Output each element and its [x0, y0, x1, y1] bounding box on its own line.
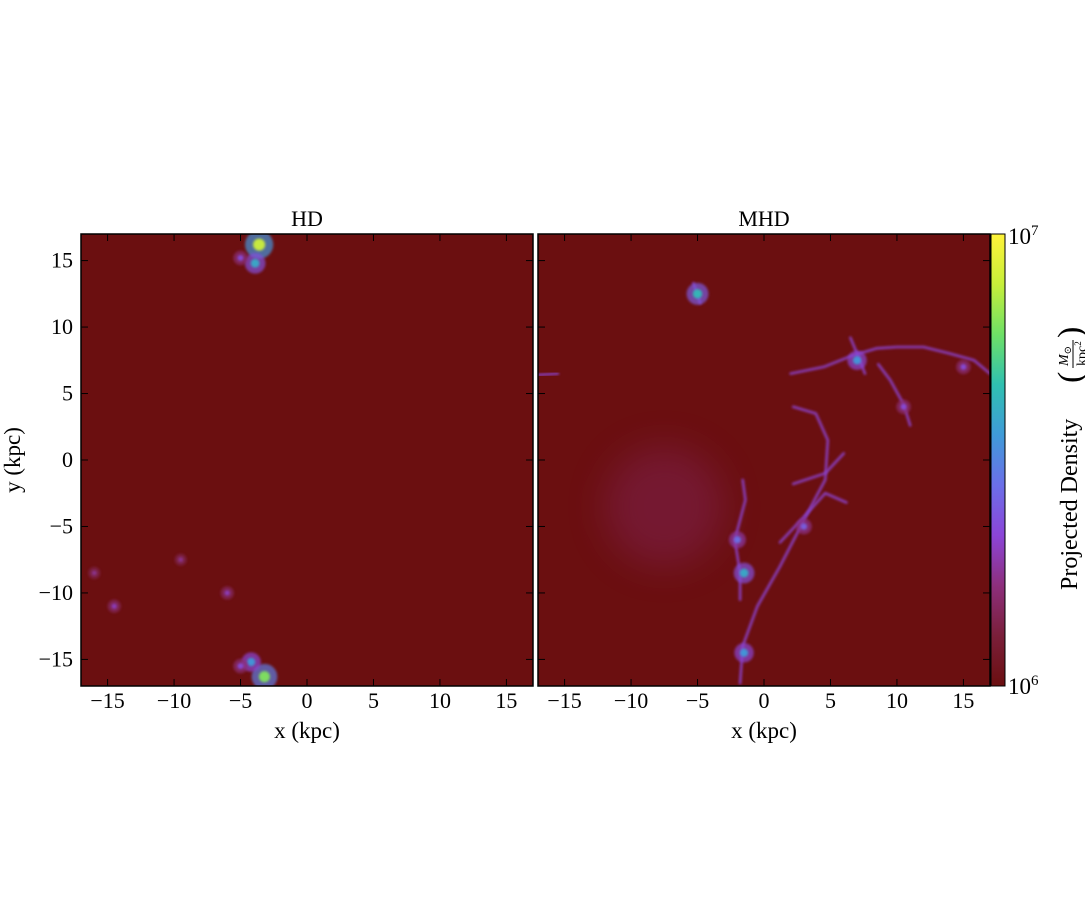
x-tick-label: −10	[614, 688, 648, 713]
y-axis-label: y (kpc)	[0, 427, 25, 493]
panel-mhd: MHD −15 −10 −5 0 5 10 15 x (kpc)	[537, 206, 991, 743]
colorbar-tick-max: 107	[1008, 223, 1039, 249]
y-tick-label: −10	[39, 580, 73, 605]
density-clump	[111, 603, 118, 610]
density-clump	[960, 363, 967, 371]
gas-filament	[778, 491, 848, 544]
gas-filament	[720, 214, 727, 231]
density-clump	[237, 254, 244, 262]
colorbar-unit-denominator: kpc2	[1073, 341, 1085, 366]
y-axis-ticks-hd: −15 −10 −5 0 5 10 15	[39, 248, 533, 671]
y-tick-label: 5	[62, 381, 73, 406]
density-clump	[258, 671, 270, 683]
x-tick-label: −5	[686, 688, 709, 713]
density-clump	[237, 662, 244, 670]
colorbar: 107 106 Projected Density ( M⊙ kpc2 )	[990, 223, 1085, 699]
density-clump	[178, 557, 184, 563]
gas-filament	[877, 363, 912, 427]
colorbar-label-group: Projected Density ( M⊙ kpc2 )	[1052, 327, 1085, 590]
x-axis-ticks-mhd: −15 −10 −5 0 5 10 15	[547, 234, 974, 713]
colorbar-unit-open-paren: (	[1052, 372, 1085, 383]
x-tick-label: 10	[429, 688, 451, 713]
density-clump	[900, 403, 907, 410]
density-clump	[733, 536, 742, 544]
x-tick-label: −15	[90, 688, 124, 713]
y-tick-label: −15	[39, 646, 73, 671]
colorbar-label: Projected Density	[1057, 419, 1083, 590]
density-clump	[91, 570, 97, 576]
density-clump	[739, 568, 749, 578]
x-tick-label: 15	[952, 688, 974, 713]
density-clump	[739, 648, 749, 657]
density-clump	[253, 238, 266, 251]
x-tick-label: 15	[495, 688, 517, 713]
heatmap-features-mhd	[538, 214, 990, 685]
colorbar-unit-close-paren: )	[1052, 327, 1085, 338]
colorbar-unit-numerator: M⊙	[1057, 346, 1074, 367]
gas-filament	[538, 372, 560, 377]
x-axis-label-hd: x (kpc)	[274, 718, 340, 743]
y-axis-ticks-mhd	[538, 260, 990, 660]
panel-hd: HD −15 −10 −5 0 5 10 15 −15 −10 −5 0 5 10 15 x (kpc)…	[0, 206, 534, 743]
x-tick-label: 10	[886, 688, 908, 713]
density-clump	[692, 289, 703, 299]
density-clump	[721, 218, 727, 224]
density-clump	[250, 258, 260, 268]
x-tick-label: 0	[759, 688, 770, 713]
y-tick-label: 10	[51, 314, 73, 339]
panel-title-mhd: MHD	[738, 206, 789, 231]
gas-filament	[789, 345, 990, 375]
colorbar-tick-min: 106	[1008, 673, 1039, 699]
y-tick-label: −5	[50, 513, 73, 538]
x-tick-label: 5	[368, 688, 379, 713]
y-tick-label: 0	[62, 447, 73, 472]
x-tick-label: −10	[157, 688, 191, 713]
x-tick-label: −15	[547, 688, 581, 713]
diffuse-gas-region	[604, 446, 725, 567]
density-clump	[800, 523, 808, 530]
density-clump	[852, 356, 862, 365]
x-tick-label: 0	[302, 688, 313, 713]
x-axis-ticks-hd: −15 −10 −5 0 5 10 15	[90, 234, 517, 713]
heatmap-background-mhd	[538, 234, 990, 686]
heatmap-features-hd	[88, 234, 278, 686]
x-axis-label-mhd: x (kpc)	[731, 718, 797, 743]
x-tick-label: 5	[825, 688, 836, 713]
density-clump	[224, 590, 231, 596]
panel-title-hd: HD	[291, 206, 323, 231]
x-tick-label: −5	[229, 688, 252, 713]
heatmap-background-hd	[81, 234, 533, 686]
density-clump-halo	[718, 214, 731, 227]
density-clump	[246, 657, 256, 667]
gas-filament	[791, 452, 846, 486]
y-tick-label: 15	[51, 248, 73, 273]
colorbar-bar	[990, 233, 1006, 687]
